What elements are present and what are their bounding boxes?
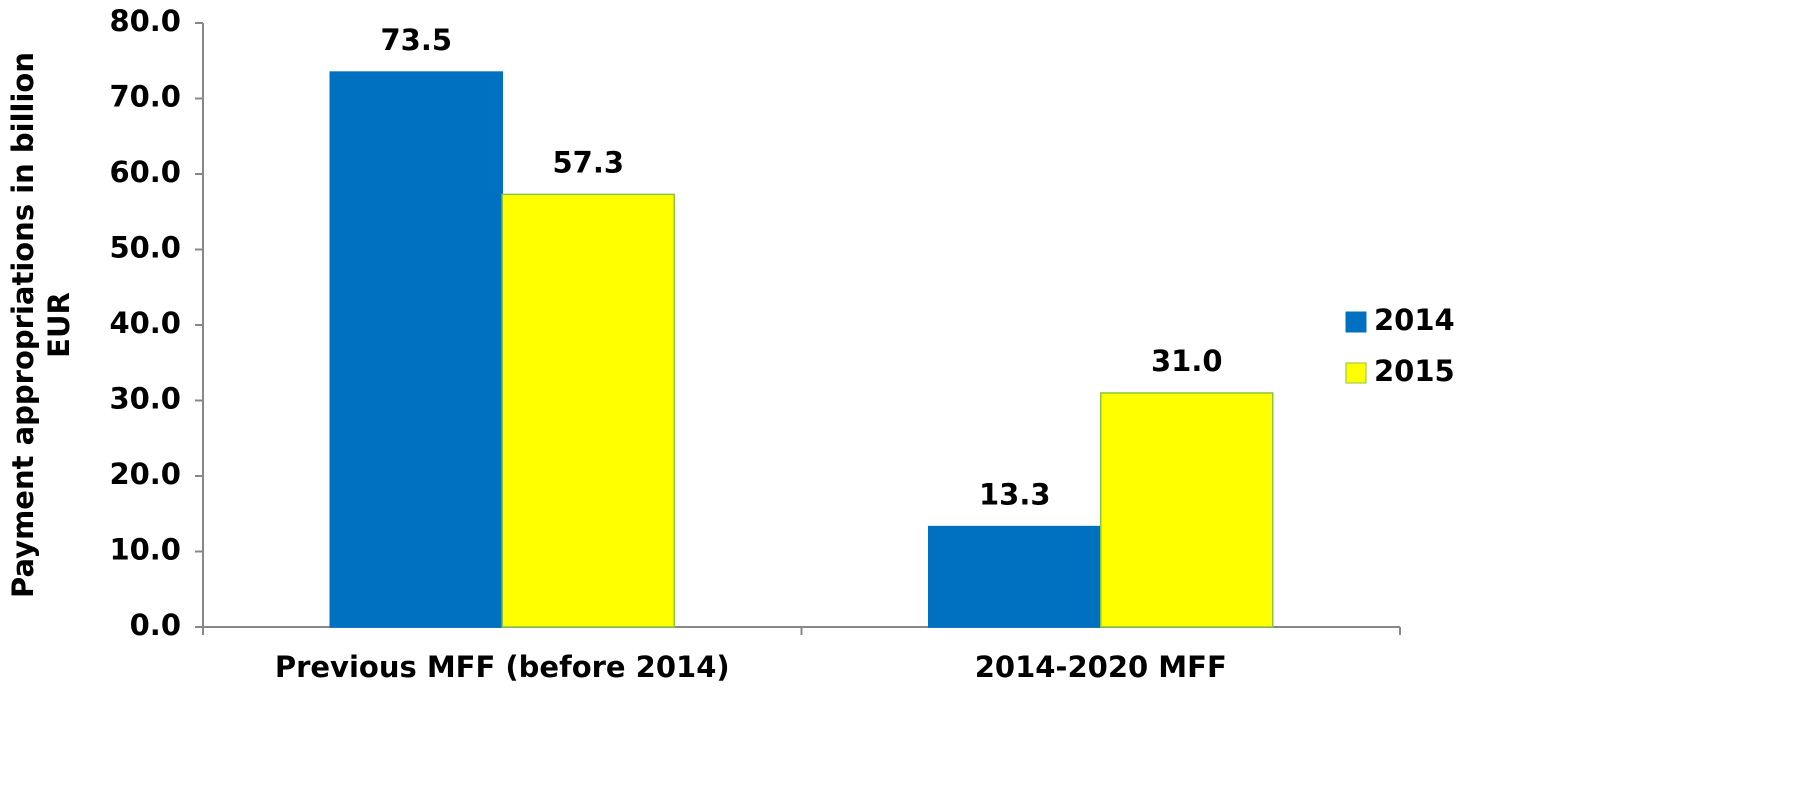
y-axis-title: Payment appropriations in billion EUR: [6, 52, 76, 598]
bar: [501, 193, 675, 628]
y-tick-label: 70.0: [109, 80, 181, 114]
value-label: 57.3: [552, 145, 624, 179]
bar: [329, 71, 503, 628]
bar: [928, 525, 1102, 628]
x-tick-label: 2014-2020 MFF: [975, 650, 1227, 684]
y-tick-label: 30.0: [109, 382, 181, 416]
x-tick-label: Previous MFF (before 2014): [275, 650, 730, 684]
y-tick-label: 80.0: [109, 4, 181, 38]
value-label: 31.0: [1151, 344, 1223, 378]
y-tick-label: 0.0: [130, 608, 181, 642]
y-tick-label: 50.0: [109, 231, 181, 265]
y-tick-label: 60.0: [109, 155, 181, 189]
y-tick-label: 40.0: [109, 306, 181, 340]
value-label: 13.3: [979, 478, 1051, 512]
legend-label: 2015: [1374, 354, 1455, 388]
legend-swatch: [1345, 362, 1367, 384]
y-tick-label: 10.0: [109, 533, 181, 567]
legend-label: 2014: [1374, 303, 1455, 337]
value-label: 73.5: [380, 23, 452, 57]
legend-swatch: [1345, 311, 1367, 333]
y-tick-label: 20.0: [109, 457, 181, 491]
bar: [1100, 392, 1274, 628]
